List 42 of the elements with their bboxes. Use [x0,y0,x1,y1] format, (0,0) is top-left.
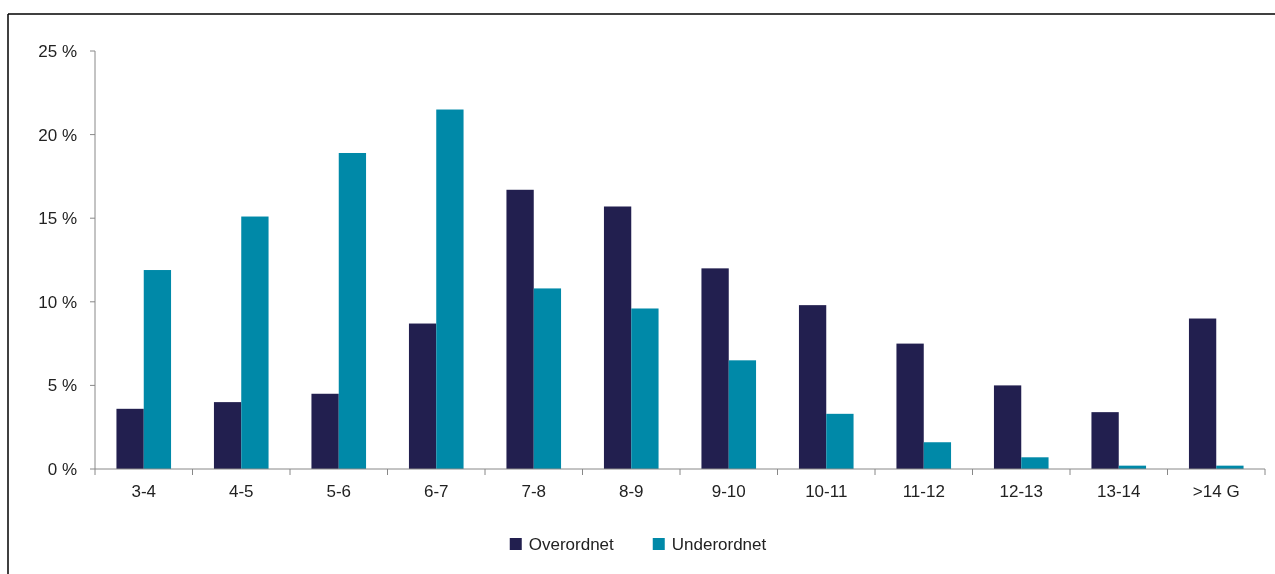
x-tick-label: 5-6 [326,482,352,501]
bar [1091,412,1119,469]
x-tick-label: 13-14 [1097,482,1141,501]
y-tick-label: 5 % [47,376,77,396]
x-tick-label: 8-9 [618,482,644,501]
bar [143,270,172,469]
bar [993,385,1022,469]
y-tick-label: 15 % [38,209,77,229]
legend-label: Underordnet [671,534,767,554]
bar [338,152,367,469]
bar [826,413,854,469]
bar [213,402,242,469]
bar [603,206,632,469]
x-tick-label: 12-13 [999,482,1043,501]
x-tick-label: >14 G [1192,482,1240,501]
bar [1021,457,1049,469]
x-tick-label: 3-4 [131,482,157,501]
x-tick-label: 9-10 [711,482,746,501]
x-tick-label: 6-7 [423,482,449,501]
x-tick-label: 7-8 [521,482,547,501]
x-tick-label: 11-12 [902,482,945,501]
bar [798,305,827,469]
y-tick-label: 20 % [38,125,77,145]
bar [436,109,464,469]
x-tick-label: 4-5 [228,482,254,501]
y-tick-label: 25 % [38,41,77,61]
bar [1188,318,1217,469]
bar [728,360,757,469]
bar [533,288,562,469]
y-tick-label: 10 % [38,292,77,312]
bar [506,189,534,469]
y-tick-label: 0 % [47,459,77,479]
bar [701,268,729,469]
legend-label: Overordnet [528,534,615,554]
bar [896,343,924,469]
bar [631,308,659,469]
bar [311,393,339,469]
bar [241,216,269,469]
bar [408,323,437,469]
bar [116,408,144,469]
x-tick-label: 10-11 [805,482,848,501]
bar [923,442,952,469]
